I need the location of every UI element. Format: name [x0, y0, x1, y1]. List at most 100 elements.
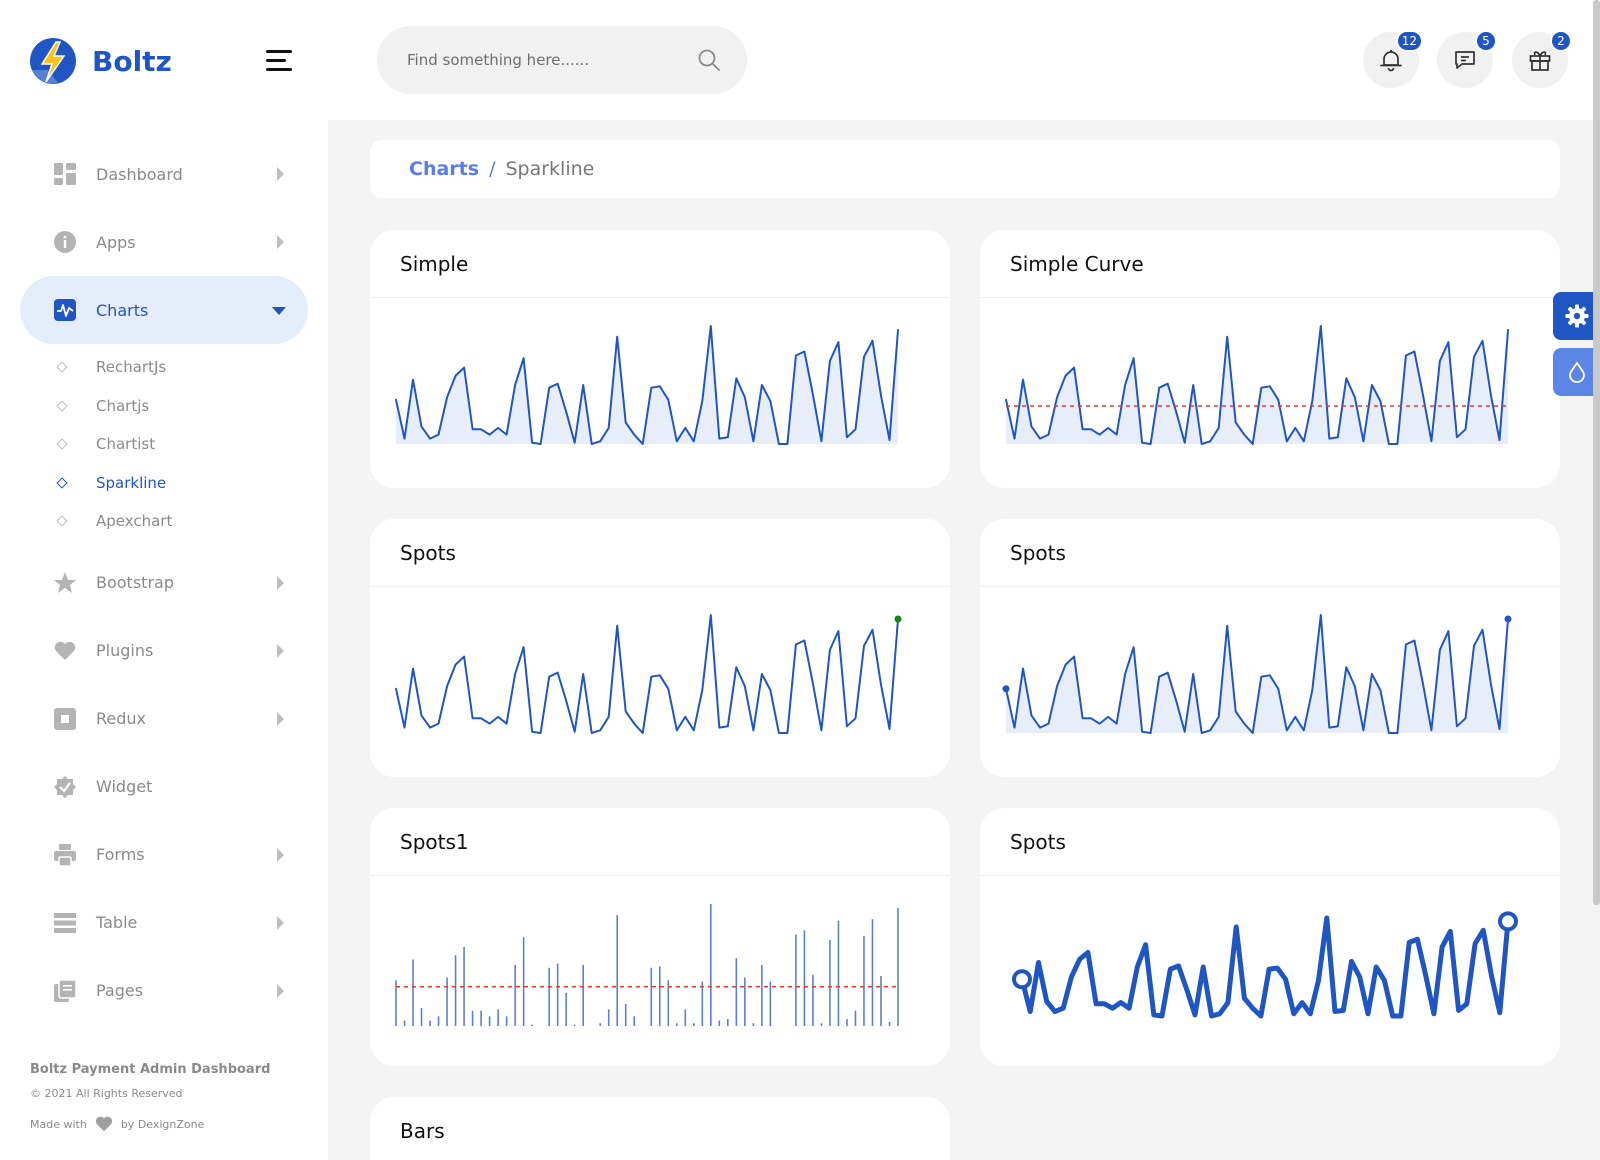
- info-icon: [54, 231, 76, 253]
- search-bar: [377, 26, 747, 94]
- sidebar: Boltz Dashboard Apps Charts: [0, 0, 328, 1160]
- messages-button[interactable]: 5: [1437, 30, 1497, 88]
- settings-button[interactable]: [1553, 292, 1600, 340]
- card-title: Simple Curve: [980, 230, 1560, 298]
- chevron-right-icon: [277, 915, 284, 930]
- sparkline-card-bars: Bars: [370, 1097, 950, 1160]
- sidebar-item-bootstrap[interactable]: Bootstrap: [20, 549, 308, 617]
- notification-count-badge: 12: [1395, 30, 1423, 52]
- chevron-right-icon: [277, 847, 284, 862]
- sidebar-item-table[interactable]: Table: [20, 889, 308, 957]
- sidebar-item-label: Table: [96, 913, 138, 932]
- bolt-logo-icon: [30, 38, 76, 84]
- breadcrumb-current: Sparkline: [505, 158, 595, 180]
- sidebar-item-redux[interactable]: Redux: [20, 685, 308, 753]
- chevron-right-icon: [277, 711, 284, 726]
- sidebar-item-charts[interactable]: Charts: [20, 276, 308, 344]
- sidebar-item-label: Pages: [96, 981, 144, 1000]
- sidebar-item-widget[interactable]: Widget: [20, 753, 308, 821]
- footer-credit: Made with by DexignZone: [30, 1116, 270, 1132]
- sidebar-item-label: Forms: [96, 845, 145, 864]
- badge-check-icon: [54, 775, 76, 798]
- footer-made-with: Made with: [30, 1117, 87, 1131]
- diamond-icon: [56, 515, 68, 527]
- diamond-icon: [56, 400, 68, 412]
- sidebar-item-label: Widget: [96, 777, 153, 796]
- sparkline-line: [1005, 614, 1509, 734]
- footer-title: Boltz Payment Admin Dashboard: [30, 1062, 271, 1077]
- submenu-item-label: Chartjs: [96, 396, 150, 415]
- sparkline-chart-spots-area: [1002, 614, 1512, 734]
- sidebar-item-label: Redux: [96, 709, 147, 728]
- chevron-right-icon: [277, 983, 284, 998]
- submenu-item-rechartjs[interactable]: RechartJs: [20, 348, 308, 387]
- sidebar-item-dashboard[interactable]: Dashboard: [20, 140, 308, 208]
- submenu-item-sparkline[interactable]: Sparkline: [20, 464, 308, 503]
- sparkline-line: [1019, 915, 1511, 1019]
- diamond-icon: [56, 438, 68, 450]
- footer-by: by DexignZone: [120, 1117, 205, 1131]
- sparkline-start-spot: [1012, 969, 1032, 990]
- breadcrumb-parent-link[interactable]: Charts: [409, 158, 480, 180]
- search-input[interactable]: [407, 51, 677, 69]
- gift-icon: [1529, 51, 1551, 71]
- submenu-item-chartist[interactable]: Chartist: [20, 425, 308, 464]
- sidebar-item-label: Dashboard: [96, 164, 183, 184]
- sidebar-item-pages[interactable]: Pages: [20, 957, 308, 1025]
- sparkline-chart-bars: [395, 904, 899, 1026]
- submenu-item-apexchart[interactable]: Apexchart: [20, 502, 308, 541]
- pages-icon: [54, 979, 76, 1002]
- submenu-item-label: Chartist: [96, 435, 156, 454]
- submenu-item-label: RechartJs: [96, 358, 167, 377]
- sparkline-end-spot: [1504, 615, 1512, 623]
- diamond-icon: [56, 361, 68, 373]
- sidebar-item-forms[interactable]: Forms: [20, 821, 308, 889]
- sparkline-start-spot: [1002, 685, 1010, 693]
- sparkline-end-spot: [894, 615, 902, 623]
- card-title: Bars: [370, 1097, 950, 1160]
- page-scrollbar[interactable]: [1593, 0, 1600, 905]
- sidebar-menu: Dashboard Apps Charts RechartJs Cha: [20, 140, 308, 1025]
- sidebar-item-label: Plugins: [96, 641, 154, 660]
- submenu-item-chartjs[interactable]: Chartjs: [20, 387, 308, 426]
- sparkline-chart-simple-curve: [1005, 325, 1509, 445]
- gift-count-badge: 2: [1550, 30, 1572, 52]
- chevron-down-icon: [272, 307, 286, 315]
- sparkline-card-spots-area: Spots: [980, 519, 1560, 777]
- dashboard-icon: [54, 163, 76, 185]
- heart-icon: [95, 1116, 112, 1132]
- card-title: Spots1: [370, 808, 950, 876]
- printer-icon: [54, 843, 76, 866]
- chat-icon: [1455, 51, 1475, 69]
- sparkline-line: [395, 325, 899, 445]
- menu-toggle-button[interactable]: [266, 50, 292, 72]
- diamond-icon: [56, 477, 68, 489]
- chart-icon: [54, 299, 76, 321]
- sparkline-chart-spots-thick: [1012, 911, 1518, 1019]
- sparkline-chart-spots: [395, 614, 902, 734]
- sidebar-item-label: Charts: [96, 300, 149, 320]
- star-icon: [54, 571, 76, 594]
- brand[interactable]: Boltz: [28, 36, 172, 86]
- sidebar-item-label: Bootstrap: [96, 573, 174, 592]
- card-title: Spots: [370, 519, 950, 587]
- notifications-button[interactable]: 12: [1363, 30, 1423, 88]
- gifts-button[interactable]: 2: [1512, 30, 1572, 88]
- breadcrumb-separator: /: [489, 158, 496, 180]
- sparkline-card-spots: Spots: [370, 519, 950, 777]
- card-title: Spots: [980, 808, 1560, 876]
- card-title: Simple: [370, 230, 950, 298]
- charts-submenu: RechartJs Chartjs Chartist Sparkline Ape…: [20, 344, 308, 549]
- footer-copyright: © 2021 All Rights Reserved: [30, 1087, 183, 1100]
- sparkline-end-spot: [1498, 911, 1518, 932]
- chevron-right-icon: [277, 167, 284, 181]
- top-header: 12 5 2: [328, 0, 1600, 120]
- gear-icon: [1565, 304, 1588, 328]
- submenu-item-label: Sparkline: [96, 473, 167, 492]
- chevron-right-icon: [277, 643, 284, 658]
- sidebar-item-apps[interactable]: Apps: [20, 208, 308, 276]
- search-icon[interactable]: [697, 48, 721, 72]
- submenu-item-label: Apexchart: [96, 512, 173, 531]
- theme-color-button[interactable]: [1553, 348, 1600, 396]
- sidebar-item-plugins[interactable]: Plugins: [20, 617, 308, 685]
